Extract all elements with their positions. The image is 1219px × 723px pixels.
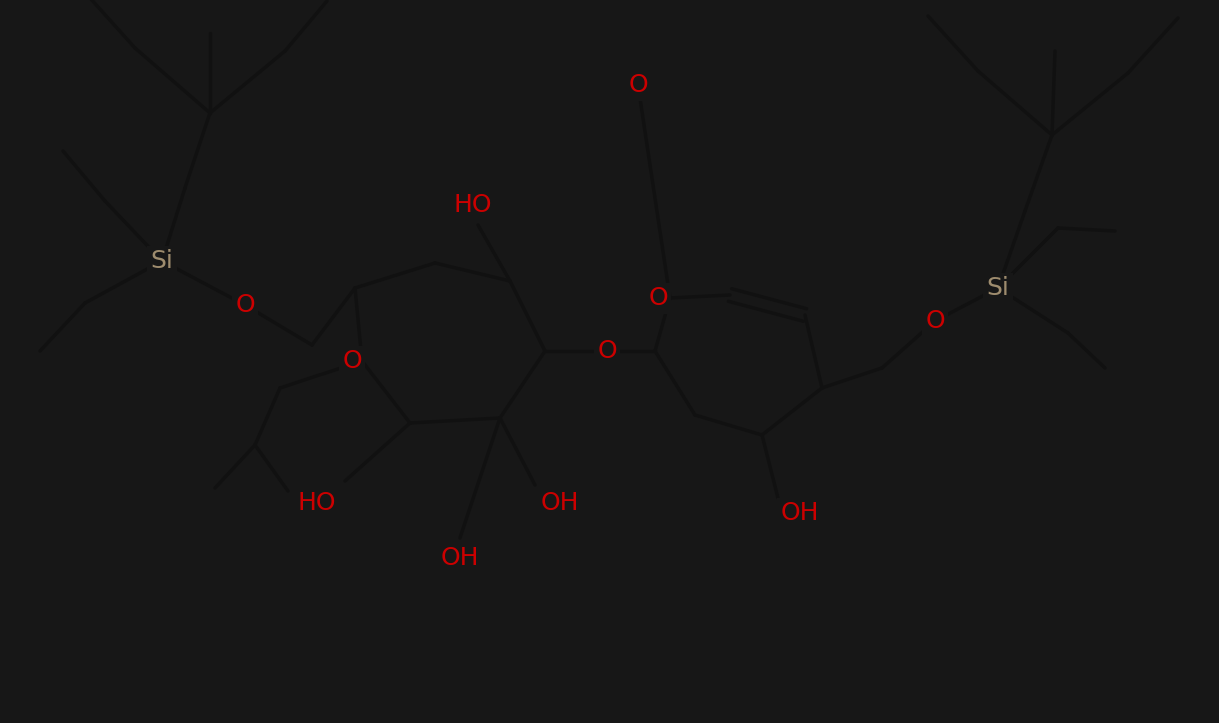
Text: Si: Si — [151, 249, 173, 273]
Text: HO: HO — [297, 491, 336, 515]
Text: OH: OH — [541, 491, 579, 515]
Text: OH: OH — [441, 546, 479, 570]
Text: O: O — [343, 349, 362, 373]
Text: HO: HO — [453, 193, 492, 217]
Text: O: O — [649, 286, 668, 310]
Text: O: O — [628, 73, 647, 97]
Text: O: O — [597, 339, 617, 363]
Text: OH: OH — [780, 501, 819, 525]
Text: O: O — [925, 309, 945, 333]
Text: Si: Si — [986, 276, 1009, 300]
Text: O: O — [235, 293, 255, 317]
